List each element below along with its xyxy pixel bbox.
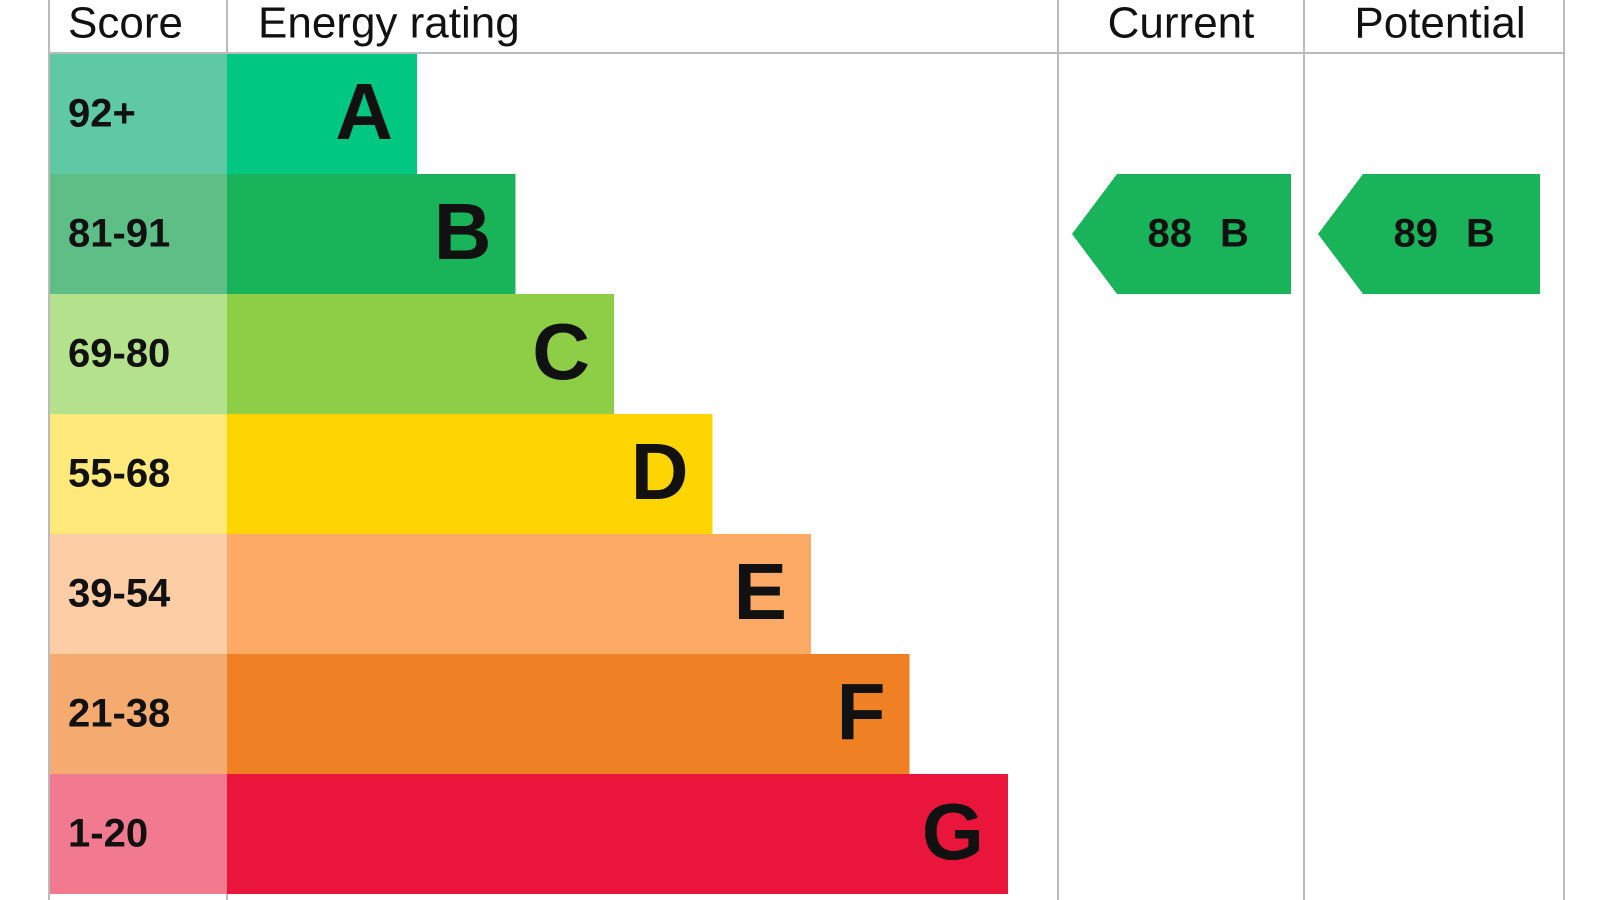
- score-label: 81-91: [68, 212, 170, 256]
- header-potential: Potential: [1354, 0, 1525, 48]
- potential-arrow: [1318, 174, 1540, 294]
- rating-letter: A: [335, 67, 393, 156]
- rating-letter: D: [631, 427, 689, 516]
- score-label: 39-54: [68, 572, 171, 616]
- rating-letter: F: [837, 667, 886, 756]
- score-cell: [50, 774, 227, 894]
- score-cell: [50, 414, 227, 534]
- rating-bar: [227, 774, 1008, 894]
- rating-letter: E: [734, 547, 787, 636]
- score-label: 1-20: [68, 812, 148, 856]
- header-score: Score: [68, 0, 183, 48]
- header-rating: Energy rating: [258, 0, 520, 48]
- rating-bar: [227, 54, 417, 174]
- current-letter: B: [1220, 212, 1249, 256]
- rating-bar: [227, 534, 811, 654]
- score-label: 21-38: [68, 692, 170, 736]
- rating-bar: [227, 174, 516, 294]
- score-label: 55-68: [68, 452, 170, 496]
- score-cell: [50, 534, 227, 654]
- rating-letter: B: [434, 187, 492, 276]
- current-arrow: [1072, 174, 1291, 294]
- potential-value: 89: [1394, 212, 1439, 256]
- score-label: 69-80: [68, 332, 170, 376]
- rating-letter: C: [532, 307, 590, 396]
- rating-letter: G: [922, 787, 984, 876]
- score-cell: [50, 54, 227, 174]
- score-cell: [50, 654, 227, 774]
- potential-letter: B: [1466, 212, 1495, 256]
- score-label: 92+: [68, 92, 136, 136]
- rating-bar: [227, 294, 614, 414]
- current-value: 88: [1148, 212, 1193, 256]
- rating-bar: [227, 414, 713, 534]
- score-cell: [50, 294, 227, 414]
- header-current: Current: [1108, 0, 1255, 48]
- score-cell: [50, 174, 227, 294]
- rating-bar: [227, 654, 910, 774]
